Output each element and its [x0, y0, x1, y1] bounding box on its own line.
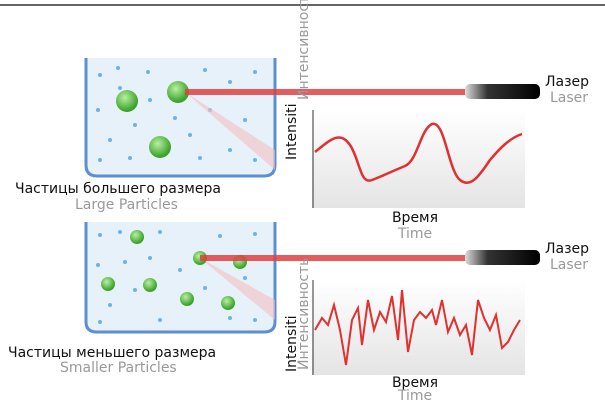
laser-beam — [200, 255, 470, 261]
x-label-en: Time — [397, 226, 432, 242]
particle — [143, 278, 157, 292]
particles-label: Частицы большего размера — [15, 181, 221, 197]
laser-label-en: Laser — [550, 90, 588, 106]
y-label: Интенсивность — [296, 0, 312, 100]
plot-box — [312, 110, 525, 208]
particle — [180, 292, 194, 306]
y-label-en: Intensiti — [284, 315, 300, 372]
panel-large: Лазер Laser Интенсивность Intensiti Врем… — [15, 0, 589, 242]
laser-beam — [185, 89, 470, 95]
x-label: Время — [392, 210, 438, 226]
y-label-en: Intensiti — [284, 103, 300, 160]
cuvette — [86, 58, 275, 176]
laser-label: Лазер — [545, 241, 589, 257]
particle — [149, 136, 171, 158]
laser-label: Лазер — [545, 74, 589, 90]
x-label-en: Time — [397, 388, 432, 404]
laser — [465, 84, 540, 99]
particle — [221, 296, 235, 310]
diagram: Лазер Laser Интенсивность Intensiti Врем… — [0, 0, 605, 404]
particles-label: Частицы меньшего размера — [8, 345, 216, 361]
panel-small: Лазер Laser Интенсивность Intensiti Врем… — [8, 222, 589, 404]
laser — [465, 250, 540, 265]
particle — [101, 277, 115, 291]
particles-label-en: Smaller Particles — [60, 360, 177, 376]
particle — [130, 230, 144, 244]
plot-box — [312, 280, 525, 375]
laser-label-en: Laser — [550, 257, 588, 273]
particle — [116, 90, 138, 112]
particles-label-en: Large Particles — [75, 197, 178, 213]
